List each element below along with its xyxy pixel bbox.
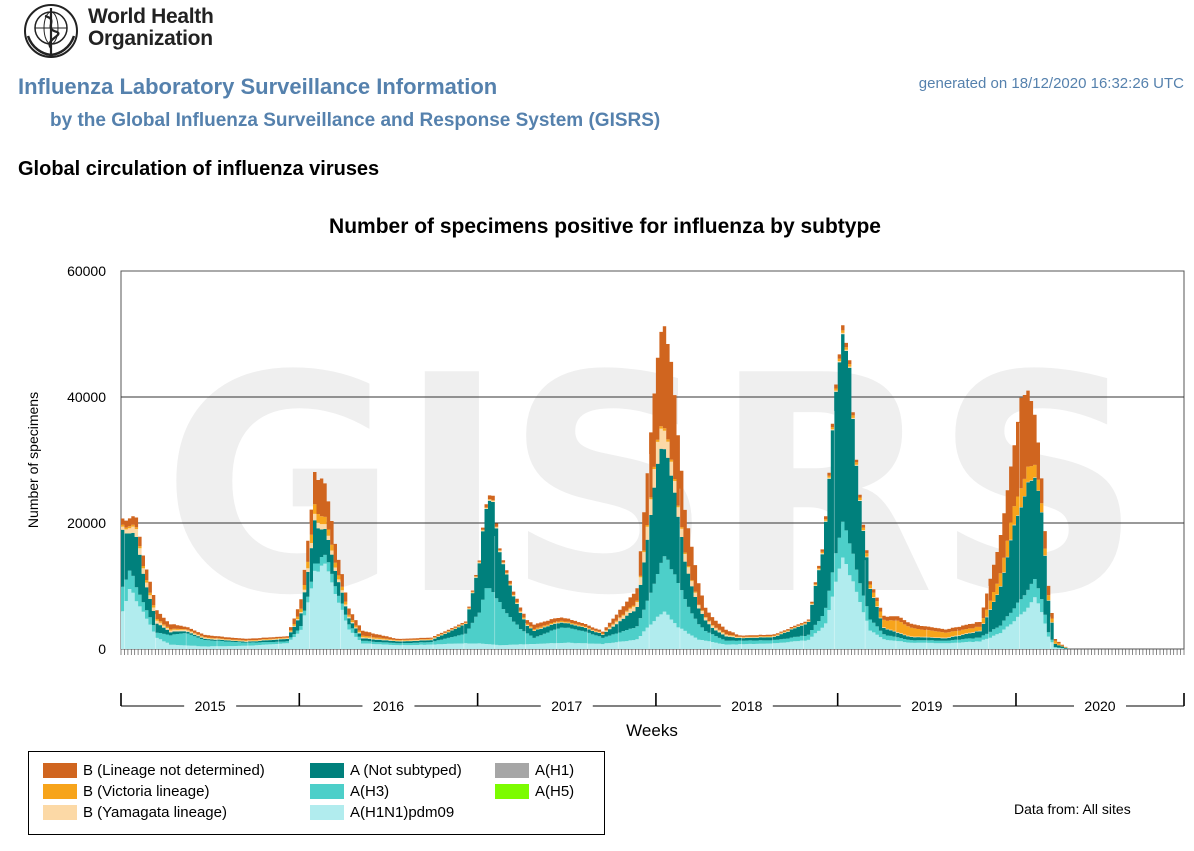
legend-item: A(H1N1)pdm09 bbox=[310, 803, 454, 821]
y-tick-label: 20000 bbox=[67, 515, 106, 531]
year-bracket-2017: 2017 bbox=[476, 693, 656, 714]
legend: B (Lineage not determined) B (Victoria li… bbox=[28, 751, 605, 835]
year-label: 2020 bbox=[1084, 698, 1115, 714]
legend-label: B (Victoria lineage) bbox=[83, 782, 210, 800]
y-tick-label: 0 bbox=[98, 641, 106, 657]
legend-item: B (Yamagata lineage) bbox=[43, 803, 227, 821]
legend-label: A(H1) bbox=[535, 761, 575, 779]
stacked-areas bbox=[121, 325, 1184, 649]
legend-item: A (Not subtyped) bbox=[310, 761, 462, 779]
x-axis-label: Weeks bbox=[626, 721, 678, 740]
x-axis-years: 2015 2016 2017 2018 2019 2020 bbox=[120, 693, 1185, 714]
legend-swatch bbox=[310, 804, 344, 820]
year-bracket-2015: 2015 bbox=[120, 693, 300, 714]
page-subtitle: by the Global Influenza Surveillance and… bbox=[50, 110, 661, 131]
data-source-note: Data from: All sites bbox=[1014, 801, 1131, 817]
year-bracket-2018: 2018 bbox=[655, 693, 838, 714]
who-emblem-icon bbox=[24, 4, 78, 58]
legend-swatch bbox=[43, 783, 77, 799]
legend-label: B (Lineage not determined) bbox=[83, 761, 265, 779]
org-name: World Health Organization bbox=[88, 6, 214, 50]
chart-title: Number of specimens positive for influen… bbox=[329, 215, 881, 238]
year-bracket-2020: 2020 bbox=[1015, 693, 1184, 714]
legend-swatch bbox=[495, 762, 529, 778]
year-label: 2018 bbox=[731, 698, 762, 714]
y-axis-label: Number of specimens bbox=[25, 392, 41, 528]
year-bracket-2019: 2019 bbox=[836, 693, 1016, 714]
who-logo bbox=[24, 4, 78, 58]
legend-item: A(H3) bbox=[310, 782, 389, 800]
year-label: 2017 bbox=[551, 698, 582, 714]
y-axis-ticks: 0 20000 40000 60000 bbox=[67, 263, 106, 657]
legend-item: A(H1) bbox=[495, 761, 574, 779]
year-label: 2019 bbox=[911, 698, 942, 714]
legend-swatch bbox=[43, 804, 77, 820]
legend-label: A(H5) bbox=[535, 782, 575, 800]
legend-label: B (Yamagata lineage) bbox=[83, 803, 227, 821]
year-bracket-2016: 2016 bbox=[298, 693, 478, 714]
week-separators bbox=[124, 410, 1051, 649]
x-axis-week-ticks bbox=[120, 649, 1185, 655]
org-name-line1: World Health bbox=[88, 5, 214, 28]
week-tick-marks bbox=[120, 649, 1185, 655]
year-label: 2015 bbox=[195, 698, 226, 714]
area-a-h1n1-pdm09 bbox=[121, 557, 1184, 649]
legend-label: A(H3) bbox=[350, 782, 390, 800]
legend-item: B (Lineage not determined) bbox=[43, 761, 265, 779]
year-label: 2016 bbox=[373, 698, 404, 714]
legend-item: A(H5) bbox=[495, 782, 574, 800]
y-tick-label: 60000 bbox=[67, 263, 106, 279]
legend-swatch bbox=[43, 762, 77, 778]
y-tick-label: 40000 bbox=[67, 389, 106, 405]
generated-timestamp: generated on 18/12/2020 16:32:26 UTC bbox=[918, 75, 1184, 92]
legend-label: A(H1N1)pdm09 bbox=[350, 803, 455, 821]
legend-label: A (Not subtyped) bbox=[350, 761, 462, 779]
legend-swatch bbox=[495, 783, 529, 799]
legend-item: B (Victoria lineage) bbox=[43, 782, 209, 800]
page-title: Influenza Laboratory Surveillance Inform… bbox=[18, 74, 498, 99]
org-name-line2: Organization bbox=[88, 27, 213, 50]
area-b-lineage-not-determined bbox=[121, 325, 1184, 649]
legend-swatch bbox=[310, 783, 344, 799]
legend-swatch bbox=[310, 762, 344, 778]
section-title: Global circulation of influenza viruses bbox=[18, 158, 380, 180]
